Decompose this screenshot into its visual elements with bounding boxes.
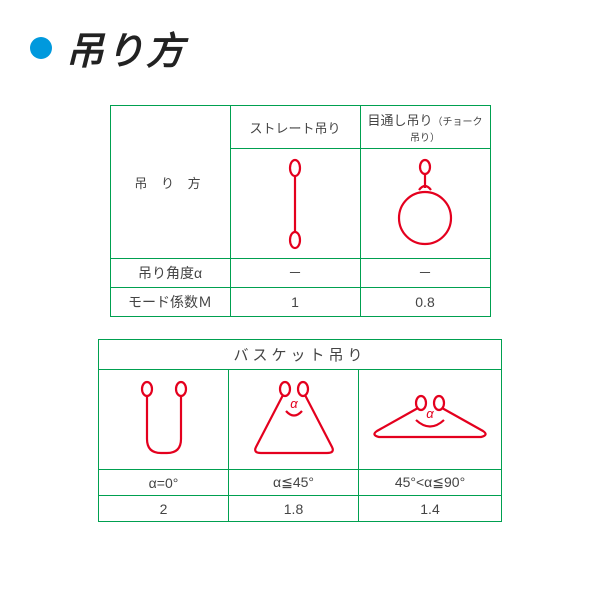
row-label-mode: モード係数Ｍ xyxy=(110,288,230,317)
table-top: 吊 り 方 ストレート吊り 目通し吊り（チョーク吊り） xyxy=(110,105,491,317)
col-header-choke-main: 目通し吊り xyxy=(367,113,432,128)
table-bottom: バスケット吊り xyxy=(98,339,502,522)
page: 吊り方 吊 り 方 ストレート吊り 目通し吊り（チョーク吊り） xyxy=(0,0,600,542)
straight-sling-icon xyxy=(265,156,325,252)
basket-angle-0: α=0° xyxy=(99,470,229,496)
basket-angle-2: 45°<α≦90° xyxy=(359,470,502,496)
title-row: 吊り方 xyxy=(30,20,570,75)
cell-straight-diagram xyxy=(230,149,360,259)
table-row: バスケット吊り xyxy=(99,340,502,370)
basket-mode-1: 1.8 xyxy=(229,496,359,522)
mode-val-1: 0.8 xyxy=(360,288,490,317)
rowspan-label: 吊 り 方 xyxy=(110,106,230,259)
basket-45-icon: α xyxy=(239,375,349,465)
table-row: モード係数Ｍ 1 0.8 xyxy=(110,288,490,317)
table-row: 2 1.8 1.4 xyxy=(99,496,502,522)
tables-container: 吊 り 方 ストレート吊り 目通し吊り（チョーク吊り） xyxy=(30,105,570,522)
basket-90-icon: α xyxy=(365,375,495,465)
choke-sling-icon xyxy=(385,156,465,252)
cell-basket-45: α xyxy=(229,370,359,470)
angle-val-1: － xyxy=(360,259,490,288)
alpha-label: α xyxy=(290,396,298,411)
cell-choke-diagram xyxy=(360,149,490,259)
col-header-choke: 目通し吊り（チョーク吊り） xyxy=(360,106,490,149)
col-header-straight: ストレート吊り xyxy=(230,106,360,149)
table-row: α=0° α≦45° 45°<α≦90° xyxy=(99,470,502,496)
angle-val-0: － xyxy=(230,259,360,288)
bullet-icon xyxy=(30,37,52,59)
table-row: 吊り角度α － － xyxy=(110,259,490,288)
basket-angle-1: α≦45° xyxy=(229,470,359,496)
table-row: 吊 り 方 ストレート吊り 目通し吊り（チョーク吊り） xyxy=(110,106,490,149)
basket-0-icon xyxy=(119,375,209,465)
basket-mode-0: 2 xyxy=(99,496,229,522)
table-row: α α xyxy=(99,370,502,470)
cell-basket-0 xyxy=(99,370,229,470)
alpha-label: α xyxy=(426,406,434,421)
cell-basket-90: α xyxy=(359,370,502,470)
basket-header: バスケット吊り xyxy=(99,340,502,370)
row-label-angle: 吊り角度α xyxy=(110,259,230,288)
basket-mode-2: 1.4 xyxy=(359,496,502,522)
mode-val-0: 1 xyxy=(230,288,360,317)
page-title: 吊り方 xyxy=(66,20,186,75)
